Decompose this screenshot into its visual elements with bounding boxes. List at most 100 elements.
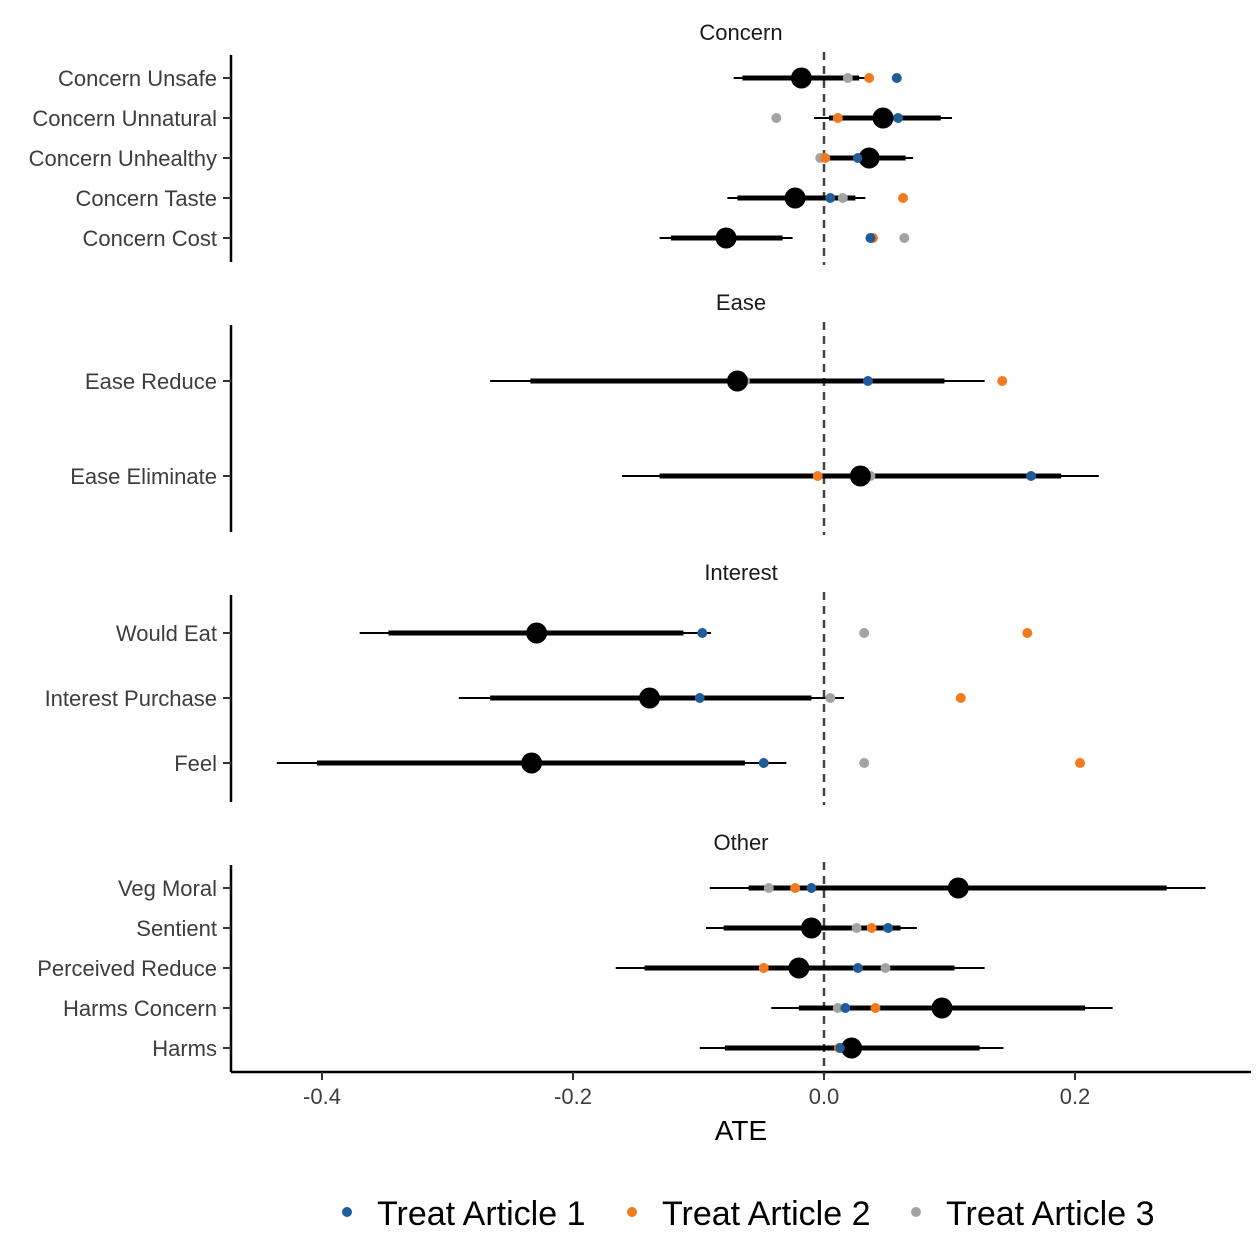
row-veg-moral: Veg Moral <box>118 876 1206 901</box>
point-article-1-overlay <box>866 234 875 243</box>
point-article-3 <box>837 193 848 203</box>
point-article-3 <box>832 1003 843 1013</box>
legend-swatch <box>627 1207 637 1217</box>
point-article-1-overlay <box>835 1043 845 1053</box>
point-estimate <box>858 147 880 169</box>
x-tick-label: 0.2 <box>1060 1084 1091 1109</box>
row-perceived-reduce: Perceived Reduce <box>37 956 985 981</box>
point-article-2 <box>898 193 909 203</box>
legend-swatch <box>911 1207 921 1217</box>
row-concern-taste: Concern Taste <box>76 186 909 211</box>
panels-layer: Concern Concern Unsafe Concern Unnatural Co… <box>29 20 1206 1075</box>
row-label: Interest Purchase <box>45 686 217 711</box>
legend-label: Treat Article 1 <box>377 1195 585 1233</box>
x-tick-label: 0.0 <box>809 1084 840 1109</box>
row-label: Ease Eliminate <box>70 464 217 489</box>
point-article-1-overlay <box>1027 472 1036 481</box>
point-article-3 <box>825 693 836 703</box>
point-article-3 <box>763 883 774 893</box>
row-label: Harms <box>152 1036 217 1061</box>
point-article-2 <box>866 923 877 933</box>
point-article-1 <box>694 693 705 703</box>
row-label: Harms Concern <box>63 996 217 1021</box>
point-article-1-overlay <box>698 629 707 638</box>
point-article-1-overlay <box>884 924 893 933</box>
legend: Treat Article 1 Treat Article 2 Treat Arti… <box>342 1195 1154 1233</box>
row-would-eat: Would Eat <box>116 621 1033 646</box>
point-article-2 <box>1022 628 1033 638</box>
point-article-1 <box>883 923 894 933</box>
point-article-1-overlay <box>826 194 835 203</box>
point-estimate <box>639 687 661 709</box>
point-article-3 <box>899 233 910 243</box>
row-label: Veg Moral <box>118 876 217 901</box>
point-article-2 <box>790 883 801 893</box>
point-estimate <box>947 877 969 899</box>
panel-title: Concern <box>699 20 782 45</box>
row-ease-eliminate: Ease Eliminate <box>70 464 1099 489</box>
point-article-1 <box>806 883 817 893</box>
point-article-1 <box>891 73 902 83</box>
panel-concern: Concern Concern Unsafe Concern Unnatural Co… <box>29 20 953 265</box>
point-estimate <box>521 752 543 774</box>
point-article-1-overlay <box>853 153 863 163</box>
point-estimate <box>526 622 548 644</box>
row-label: Would Eat <box>116 621 217 646</box>
legend-item: Treat Article 1 <box>342 1195 585 1233</box>
point-article-1-overlay <box>893 113 903 123</box>
x-axis: -0.4 -0.2 0.0 0.2 <box>231 1070 1251 1109</box>
row-concern-unhealthy: Concern Unhealthy <box>29 146 914 171</box>
panel-title: Interest <box>704 560 777 585</box>
row-harms-concern: Harms Concern <box>63 996 1113 1021</box>
point-article-1 <box>825 193 836 203</box>
legend-label: Treat Article 3 <box>946 1195 1154 1233</box>
row-label: Perceived Reduce <box>37 956 217 981</box>
row-label: Concern Cost <box>82 226 217 251</box>
x-tick-label: -0.2 <box>554 1084 592 1109</box>
point-estimate <box>800 917 822 939</box>
point-estimate <box>726 370 748 392</box>
row-label: Concern Unhealthy <box>29 146 217 171</box>
point-article-1-overlay <box>807 884 816 893</box>
row-ease-reduce: Ease Reduce <box>85 369 1008 394</box>
point-article-1 <box>697 628 708 638</box>
point-article-1-overlay <box>863 377 872 386</box>
point-estimate <box>784 187 806 209</box>
point-estimate <box>872 107 894 129</box>
point-article-1 <box>1026 471 1037 481</box>
point-article-2 <box>820 153 831 163</box>
point-article-2 <box>997 376 1008 386</box>
point-estimate <box>849 465 871 487</box>
point-article-2 <box>758 963 769 973</box>
point-article-1 <box>852 963 863 973</box>
point-article-1 <box>865 233 876 243</box>
panel-title: Ease <box>716 290 766 315</box>
point-article-2 <box>955 693 966 703</box>
row-sentient: Sentient <box>136 916 917 941</box>
point-article-1-overlay <box>759 759 768 768</box>
row-interest-purchase: Interest Purchase <box>45 686 966 711</box>
row-label: Sentient <box>136 916 217 941</box>
point-estimate <box>788 957 810 979</box>
panel-title: Other <box>713 830 768 855</box>
point-article-2 <box>832 113 843 123</box>
point-article-3 <box>859 758 870 768</box>
point-article-3 <box>842 73 853 83</box>
point-article-1 <box>758 758 769 768</box>
legend-item: Treat Article 3 <box>911 1195 1154 1233</box>
legend-label: Treat Article 2 <box>662 1195 870 1233</box>
legend-item: Treat Article 2 <box>627 1195 870 1233</box>
panel-other: Other Veg Moral Sentient Perceived Reduce Ha… <box>37 830 1206 1075</box>
row-label: Concern Unnatural <box>32 106 217 131</box>
point-article-3 <box>771 113 782 123</box>
point-estimate <box>790 67 812 89</box>
point-article-3 <box>851 923 862 933</box>
row-label: Ease Reduce <box>85 369 217 394</box>
x-axis-title: ATE <box>715 1115 767 1146</box>
point-estimate <box>715 227 737 249</box>
point-article-2 <box>1075 758 1086 768</box>
row-label: Feel <box>174 751 217 776</box>
point-article-2 <box>864 73 875 83</box>
row-harms: Harms <box>152 1036 1004 1061</box>
